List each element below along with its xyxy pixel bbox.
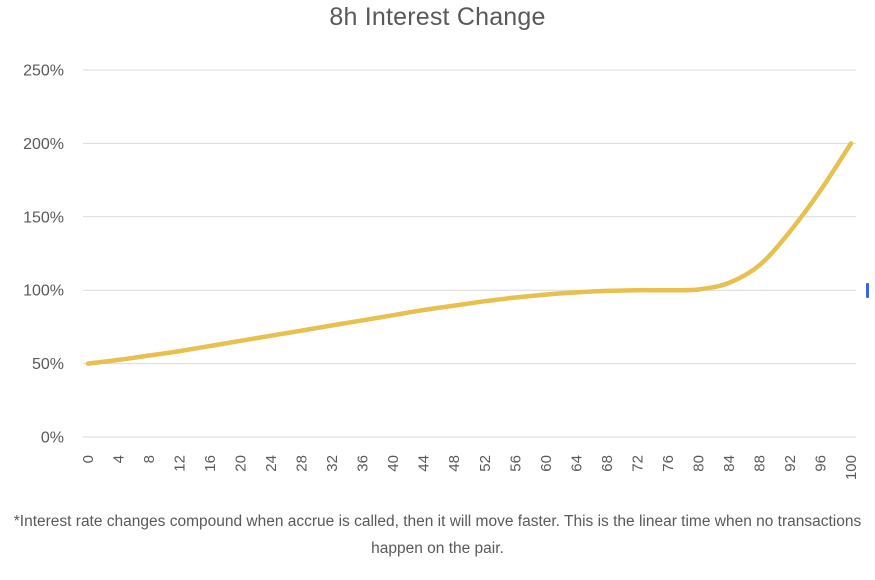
x-axis-tick-label: 96: [812, 455, 829, 472]
x-axis-tick-label: 68: [599, 455, 616, 472]
chart-title: 8h Interest Change: [329, 3, 546, 31]
y-axis-tick-label: 200%: [23, 136, 64, 153]
x-axis-tick-label: 60: [538, 455, 555, 472]
x-axis-tick-label: 20: [233, 455, 250, 472]
chart-footnote: *Interest rate changes compound when acc…: [13, 513, 862, 557]
x-axis-tick-label: 0: [80, 455, 97, 463]
text-cursor-artifact: [866, 283, 869, 298]
x-axis-tick-label: 4: [111, 455, 128, 463]
line-chart-plot: 0%50%100%150%200%250%0 4 8 12 16 20 24 28 32 36 40…: [23, 63, 860, 481]
x-axis-tick-label: 72: [629, 455, 646, 472]
x-axis-tick-label: 24: [263, 455, 280, 472]
x-axis-tick-label: 8: [141, 455, 158, 463]
y-axis-tick-label: 50%: [32, 356, 64, 373]
x-axis-tick-label: 88: [751, 455, 768, 472]
x-axis-tick-label: 100: [843, 455, 860, 480]
x-axis-tick-label: 16: [202, 455, 219, 472]
y-axis-tick-label: 150%: [23, 209, 64, 226]
x-axis-tick-label: 80: [690, 455, 707, 472]
x-axis-tick-label: 76: [660, 455, 677, 472]
x-axis-tick-label: 92: [782, 455, 799, 472]
x-axis-tick-label: 36: [355, 455, 372, 472]
x-axis-tick-label: 64: [568, 455, 585, 472]
x-axis-tick-label: 56: [507, 455, 524, 472]
x-axis-tick-label: 48: [446, 455, 463, 472]
x-axis-tick-label: 52: [477, 455, 494, 472]
x-axis-tick-label: 28: [294, 455, 311, 472]
y-axis-tick-label: 0%: [41, 430, 64, 447]
x-axis-tick-label: 40: [385, 455, 402, 472]
y-axis-tick-label: 250%: [23, 63, 64, 80]
x-axis-tick-label: 32: [324, 455, 341, 472]
x-axis-tick-label: 12: [172, 455, 189, 472]
y-axis-tick-label: 100%: [23, 283, 64, 300]
interest-line-series: [85, 141, 854, 366]
x-axis-tick-label: 44: [416, 455, 433, 472]
x-axis-tick-label: 84: [721, 455, 738, 472]
